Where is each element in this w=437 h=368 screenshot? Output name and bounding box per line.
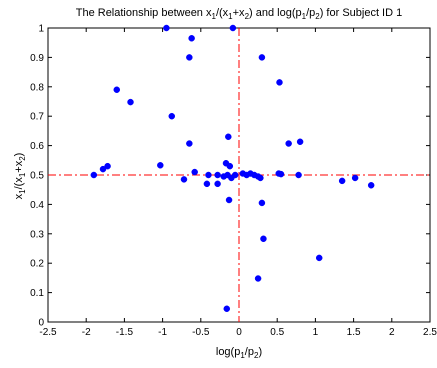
title-text: ) and log(p: [249, 7, 302, 19]
data-point: [99, 165, 107, 173]
data-point: [276, 79, 283, 86]
x-tick-label: 2.5: [423, 327, 437, 338]
data-point: [277, 170, 285, 178]
x-label-text: ): [258, 346, 262, 358]
title-subscript: 2: [315, 12, 320, 21]
data-point: [113, 86, 121, 93]
data-point: [258, 199, 266, 207]
data-point: [180, 176, 188, 183]
title-subscript: 1: [302, 12, 307, 21]
data-point: [203, 180, 211, 188]
x-tick-label: -0.5: [192, 327, 210, 338]
title-text: /(x: [216, 7, 229, 19]
x-label-subscript: 2: [254, 351, 259, 360]
data-point: [260, 235, 267, 243]
x-tick-label: -1.5: [116, 327, 134, 338]
data-point: [257, 174, 264, 182]
data-point: [315, 254, 323, 262]
y-tick-label: 0.6: [30, 141, 44, 152]
plot-area: -2.5 -2 -1.5 -1 -0.5 0 0.5 1 1.5 2 2.5 0 0.1 0.2 0.3 0.…: [30, 24, 437, 339]
title-subscript: 1: [211, 12, 216, 21]
x-tick-label: -1: [158, 327, 167, 338]
title-text: /p: [306, 7, 315, 19]
data-point: [225, 133, 232, 141]
y-label-subscript: 2: [18, 156, 27, 161]
y-tick-label: 0.4: [30, 200, 44, 211]
y-tick-label: 0.8: [30, 82, 44, 93]
data-point: [226, 162, 234, 170]
data-point: [295, 171, 302, 179]
y-tick-label: 0.9: [30, 53, 44, 64]
y-tick-label: 0.5: [30, 171, 44, 182]
x-tick-label: 2: [389, 327, 395, 338]
y-label-subscript: 1: [18, 172, 27, 177]
x-tick-label: 1.5: [347, 327, 361, 338]
data-point: [214, 171, 221, 179]
y-tick-label: 0.2: [30, 259, 44, 270]
data-point: [214, 180, 221, 188]
data-point: [157, 162, 164, 169]
data-point: [338, 177, 346, 185]
data-point: [90, 171, 98, 179]
x-tick-label: -2.5: [39, 327, 57, 338]
y-label-text: x: [13, 193, 25, 199]
y-label-subscript: 1: [18, 189, 27, 194]
x-tick-label: 1: [313, 327, 319, 338]
data-point: [351, 174, 359, 182]
data-point: [229, 24, 237, 32]
data-point: [296, 138, 304, 146]
title-subscript: 2: [245, 12, 250, 21]
data-point: [186, 140, 193, 147]
y-label-text: +x: [13, 160, 25, 172]
x-label-text: /p: [245, 346, 254, 358]
data-point: [254, 275, 262, 282]
data-point: [225, 196, 233, 204]
data-point: [223, 305, 231, 313]
data-point: [231, 171, 239, 179]
data-point: [188, 35, 195, 42]
title-subscript: 1: [228, 12, 233, 21]
y-tick-label: 0.1: [30, 288, 44, 299]
x-label-text: log(p: [216, 346, 240, 358]
chart-title: The Relationship between x1/(x1+x2) and …: [76, 7, 403, 21]
data-point: [163, 24, 170, 32]
data-point: [258, 54, 266, 61]
data-point: [168, 112, 176, 120]
y-tick-label: 0: [38, 318, 44, 329]
x-axis-label: log(p1/p2): [216, 346, 262, 360]
x-tick-label: 0: [236, 327, 242, 338]
title-text: +x: [233, 7, 245, 19]
y-label-text: ): [13, 153, 25, 157]
data-point: [191, 168, 198, 176]
data-point: [104, 162, 111, 170]
title-text: The Relationship between x: [76, 7, 212, 19]
data-point: [285, 140, 292, 147]
data-point: [186, 54, 193, 61]
y-tick-label: 0.3: [30, 229, 44, 240]
x-tick-label: -2: [82, 327, 91, 338]
data-point: [205, 171, 212, 179]
y-tick-label: 0.7: [30, 112, 44, 123]
y-axis-label: x1/(x1+x2): [13, 153, 27, 200]
x-tick-label: 0.5: [270, 327, 284, 338]
y-tick-label: 1: [38, 24, 44, 35]
y-label-text: /(x: [13, 177, 25, 190]
title-text: ) for Subject ID 1: [320, 7, 403, 19]
data-point: [127, 98, 134, 106]
x-label-subscript: 1: [240, 351, 245, 360]
data-point: [367, 182, 375, 189]
